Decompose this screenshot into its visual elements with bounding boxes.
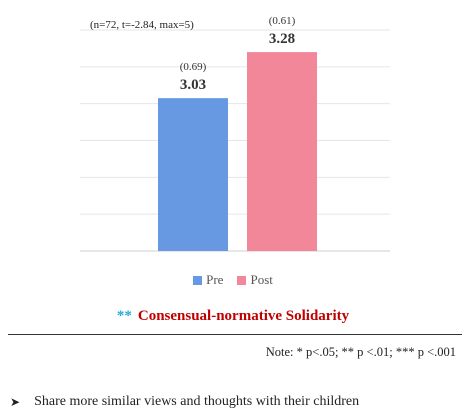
legend-item-pre: Pre	[193, 272, 223, 288]
bars	[158, 52, 317, 252]
legend-swatch-post	[237, 275, 247, 285]
bullet-line: ➤ Share more similar views and thoughts …	[10, 394, 359, 410]
legend-label-post: Post	[250, 272, 273, 287]
significance-stars: **	[116, 308, 132, 324]
caption-title: Consensual-normative Solidarity	[137, 308, 350, 324]
bar-post	[247, 52, 317, 251]
bar-chart: 3.03 (0.69) 3.28 (0.61)	[80, 15, 390, 252]
bullet-text: Share more similar views and thoughts wi…	[34, 394, 360, 409]
sd-label-pre: (0.69)	[180, 61, 207, 73]
legend: Pre Post	[0, 272, 466, 288]
bar-pre	[158, 98, 228, 252]
data-labels: 3.03 (0.69) 3.28 (0.61)	[180, 15, 296, 93]
value-label-pre: 3.03	[180, 77, 206, 93]
gridlines	[80, 29, 390, 252]
sd-label-post: (0.61)	[269, 15, 296, 27]
legend-label-pre: Pre	[206, 272, 224, 287]
legend-swatch-pre	[193, 275, 203, 285]
footnote: Note: * p<.05; ** p <.01; *** p <.001	[265, 345, 456, 359]
chart-caption: ** Consensual-normative Solidarity	[0, 308, 466, 325]
legend-item-post: Post	[237, 272, 273, 288]
arrow-right-icon: ➤	[10, 395, 21, 409]
stat-note: (n=72, t=-2.84, max=5)	[90, 19, 194, 31]
value-label-post: 3.28	[269, 31, 295, 47]
divider	[8, 334, 462, 335]
